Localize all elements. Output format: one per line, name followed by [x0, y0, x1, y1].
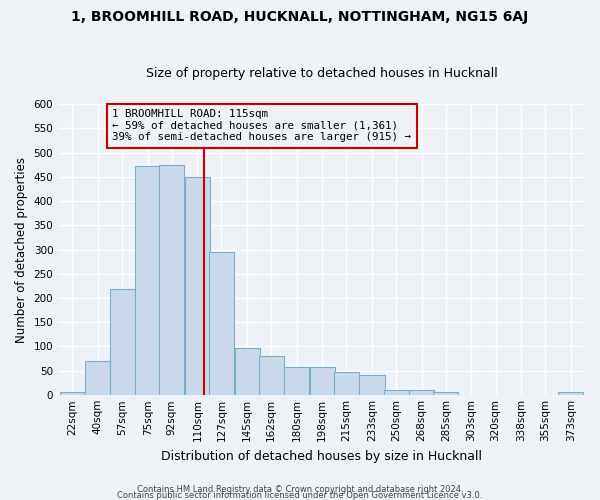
Bar: [334, 372, 359, 395]
Bar: [85, 361, 110, 395]
Text: 1 BROOMHILL ROAD: 115sqm
← 59% of detached houses are smaller (1,361)
39% of sem: 1 BROOMHILL ROAD: 115sqm ← 59% of detach…: [112, 109, 411, 142]
Title: Size of property relative to detached houses in Hucknall: Size of property relative to detached ho…: [146, 66, 497, 80]
Bar: [110, 290, 134, 395]
Bar: [60, 392, 85, 395]
Bar: [259, 356, 284, 395]
Bar: [135, 166, 160, 395]
Bar: [359, 374, 385, 395]
Bar: [209, 252, 234, 395]
Bar: [159, 165, 184, 395]
Bar: [235, 348, 260, 395]
Text: Contains HM Land Registry data © Crown copyright and database right 2024.: Contains HM Land Registry data © Crown c…: [137, 484, 463, 494]
Bar: [433, 392, 458, 395]
Bar: [383, 390, 409, 395]
Bar: [185, 177, 210, 395]
Bar: [310, 368, 335, 395]
Bar: [284, 368, 309, 395]
Text: Contains public sector information licensed under the Open Government Licence v3: Contains public sector information licen…: [118, 490, 482, 500]
Y-axis label: Number of detached properties: Number of detached properties: [15, 156, 28, 342]
Bar: [558, 392, 583, 395]
Text: 1, BROOMHILL ROAD, HUCKNALL, NOTTINGHAM, NG15 6AJ: 1, BROOMHILL ROAD, HUCKNALL, NOTTINGHAM,…: [71, 10, 529, 24]
X-axis label: Distribution of detached houses by size in Hucknall: Distribution of detached houses by size …: [161, 450, 482, 462]
Bar: [409, 390, 434, 395]
